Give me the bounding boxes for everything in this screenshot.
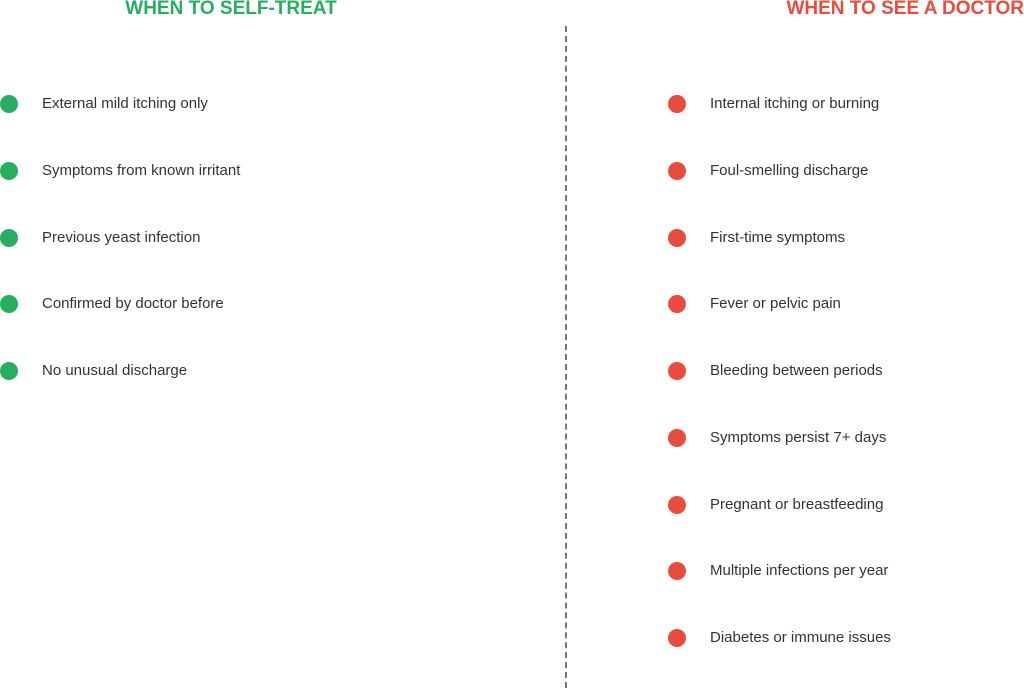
red-circle-icon [668, 562, 686, 580]
see-doctor-item-label: Foul-smelling discharge [710, 162, 869, 179]
red-circle-icon [668, 162, 686, 180]
self-treat-item-label: Symptoms from known irritant [42, 162, 241, 179]
green-circle-icon [0, 295, 18, 313]
see-doctor-item: Multiple infections per year [668, 561, 888, 581]
green-circle-icon [0, 162, 18, 180]
see-doctor-item: First-time symptoms [668, 228, 845, 248]
see-doctor-item: Internal itching or burning [668, 94, 879, 114]
red-circle-icon [668, 95, 686, 113]
self-treat-item: No unusual discharge [0, 361, 187, 381]
self-treat-item: External mild itching only [0, 94, 208, 114]
see-doctor-item: Foul-smelling discharge [668, 161, 868, 181]
see-doctor-item-label: Bleeding between periods [710, 362, 883, 379]
column-divider [565, 26, 567, 688]
self-treat-item-label: Previous yeast infection [42, 229, 201, 246]
red-circle-icon [668, 295, 686, 313]
see-doctor-heading: WHEN TO SEE A DOCTOR [786, 0, 1024, 19]
green-circle-icon [0, 229, 18, 247]
see-doctor-item-label: Diabetes or immune issues [710, 629, 891, 646]
self-treat-item-label: External mild itching only [42, 95, 208, 112]
green-circle-icon [0, 362, 18, 380]
self-treat-item-label: No unusual discharge [42, 362, 188, 379]
self-treat-item: Previous yeast infection [0, 228, 200, 248]
red-circle-icon [668, 629, 686, 647]
see-doctor-item-label: Internal itching or burning [710, 95, 880, 112]
see-doctor-item-label: Pregnant or breastfeeding [710, 496, 884, 513]
red-circle-icon [668, 429, 686, 447]
self-treat-heading: WHEN TO SELF-TREAT [125, 0, 337, 19]
self-treat-item-label: Confirmed by doctor before [42, 295, 224, 312]
red-circle-icon [668, 229, 686, 247]
self-treat-item: Confirmed by doctor before [0, 294, 224, 314]
see-doctor-item-label: First-time symptoms [710, 229, 845, 246]
see-doctor-item: Bleeding between periods [668, 361, 883, 381]
see-doctor-item: Fever or pelvic pain [668, 294, 841, 314]
see-doctor-item: Pregnant or breastfeeding [668, 495, 883, 515]
see-doctor-item-label: Fever or pelvic pain [710, 295, 841, 312]
see-doctor-item: Diabetes or immune issues [668, 628, 891, 648]
self-treat-item: Symptoms from known irritant [0, 161, 240, 181]
see-doctor-item-label: Multiple infections per year [710, 562, 889, 579]
see-doctor-item-label: Symptoms persist 7+ days [710, 429, 887, 446]
see-doctor-item: Symptoms persist 7+ days [668, 428, 886, 448]
green-circle-icon [0, 95, 18, 113]
red-circle-icon [668, 362, 686, 380]
red-circle-icon [668, 496, 686, 514]
